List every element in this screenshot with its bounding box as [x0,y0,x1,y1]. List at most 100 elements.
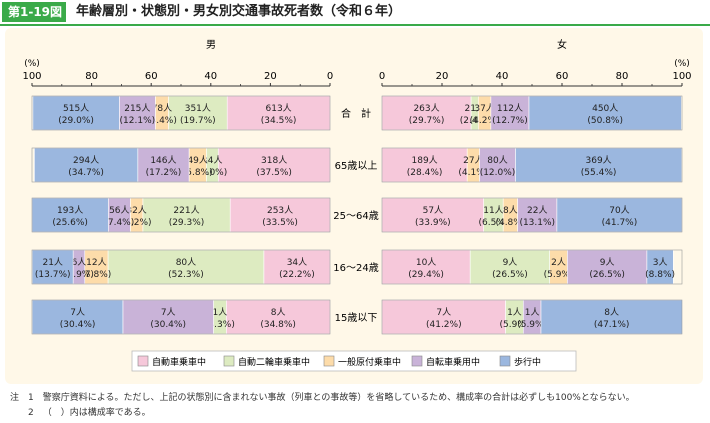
male-count-label: 221人 [173,205,199,216]
male-axis-unit: (%) [24,59,40,69]
male-percent-label: (17.2%) [146,168,182,178]
female-tick-label: 100 [672,71,691,82]
male-count-label: 56人 [109,205,129,216]
male-count-label: 34人 [287,257,307,268]
female-count-label: 263人 [413,103,439,114]
female-count-label: 70人 [609,205,629,216]
male-bar-segment [31,197,109,233]
male-percent-label: (30.4%) [150,320,186,330]
female-count-label: 112人 [497,103,523,114]
male-percent-label: (7.4%) [104,218,134,228]
male-count-label: 253人 [267,205,293,216]
male-percent-label: (13.7%) [35,270,71,280]
male-bar-outline [31,197,331,233]
male-count-label: 7人 [161,307,176,318]
male-count-label: 8人 [271,307,286,318]
female-percent-label: (26.5%) [589,270,625,280]
male-count-label: 1人 [213,307,228,318]
male-percent-label: (3.9%) [64,270,94,280]
female-percent-label: (50.8%) [587,116,623,126]
female-bar-segment [381,95,472,131]
footnote-1: 注 1 警察庁資料による。ただし、上記の状態別に含まれない事故（列車との事故等）… [10,391,635,406]
male-count-label: 7人 [70,307,85,318]
female-percent-label: (41.7%) [602,218,638,228]
male-count-label: 215人 [124,103,150,114]
female-count-label: 37人 [474,103,494,114]
female-count-label: 22人 [527,205,547,216]
male-tick-label: 60 [145,71,158,82]
male-bar-outline [31,299,331,335]
footnote-2-text: （ ）内は構成率である。 [42,408,151,418]
female-tick-label: 20 [436,71,449,82]
male-percent-label: (12.1%) [120,116,156,126]
legend-swatch [223,355,235,367]
female-bar-segment [381,299,506,335]
female-percent-label: (33.9%) [415,218,451,228]
footnote-1-text: 警察庁資料による。ただし、上記の状態別に含まれない事故（列車との事故等）を省略し… [42,393,635,403]
male-bar-outline [31,95,331,131]
female-percent-label: (6.5%) [479,218,509,228]
male-percent-label: (4.2%) [122,218,152,228]
female-count-label: 8人 [503,205,518,216]
male-bar-outline [31,147,331,183]
male-count-label: 12人 [86,257,106,268]
legend-label: 一般原付乗車中 [338,356,401,368]
male-bar-segment [34,147,139,183]
female-count-label: 57人 [423,205,443,216]
female-count-label: 369人 [586,155,612,166]
female-percent-label: (28.4%) [407,168,443,178]
female-count-label: 189人 [412,155,438,166]
female-tick-label: 80 [616,71,629,82]
male-percent-label: (30.4%) [60,320,96,330]
male-tick-label: 80 [85,71,98,82]
female-count-label: 7人 [436,307,451,318]
male-percent-label: (22.2%) [279,270,315,280]
legend-label: 歩行中 [514,356,541,368]
female-count-label: 3人 [653,257,668,268]
male-percent-label: (37.5%) [256,168,292,178]
male-count-label: 21人 [42,257,62,268]
male-bar-segment [122,299,214,335]
female-bar-outline [381,95,683,131]
legend-swatch [499,355,511,367]
female-count-label: 1人 [525,307,540,318]
male-count-label: 80人 [176,257,196,268]
male-count-label: 193人 [57,205,83,216]
male-percent-label: (19.7%) [180,116,216,126]
male-percent-label: (52.3%) [168,270,204,280]
male-count-label: 515人 [63,103,89,114]
category-label: 25～64歳 [333,210,378,222]
female-count-label: 27人 [463,155,483,166]
legend-label: 自動車乗車中 [152,356,206,368]
male-tick-label: 20 [264,71,277,82]
male-count-label: 294人 [73,155,99,166]
female-bar-outline [381,299,683,335]
female-count-label: 10人 [416,257,436,268]
male-percent-label: (7.8%) [81,270,111,280]
male-percent-label: (5.8%) [183,168,213,178]
male-count-label: 146人 [150,155,176,166]
legend-label: 自転車乗用中 [426,356,480,368]
footnote-2-prefix: 2 [10,408,34,418]
female-percent-label: (5.9%) [544,270,574,280]
male-percent-label: (33.5%) [262,218,298,228]
female-percent-label: (2.4%) [460,116,490,126]
male-percent-label: (29.0%) [58,116,94,126]
category-label: 16～24歳 [333,262,378,274]
male-bar-segment [226,95,331,131]
female-percent-label: (5.9%) [517,320,547,330]
legend-box [131,350,577,372]
female-percent-label: (8.8%) [645,270,675,280]
male-count-label: 78人 [152,103,172,114]
male-percent-label: (34.5%) [261,116,297,126]
female-percent-label: (26.5%) [492,270,528,280]
female-count-label: 2人 [551,257,566,268]
footnotes: 注 1 警察庁資料による。ただし、上記の状態別に含まれない事故（列車との事故等）… [10,391,635,421]
legend-swatch [323,355,335,367]
figure-header: 第1-19図 年齢層別・状態別・男女別交通事故死者数（令和６年） [0,0,710,24]
female-bar-outline [381,197,683,233]
female-tick-label: 40 [496,71,509,82]
footnote-2: 2 （ ）内は構成率である。 [10,406,635,421]
male-bar-segment [263,249,331,285]
male-count-label: 613人 [266,103,292,114]
